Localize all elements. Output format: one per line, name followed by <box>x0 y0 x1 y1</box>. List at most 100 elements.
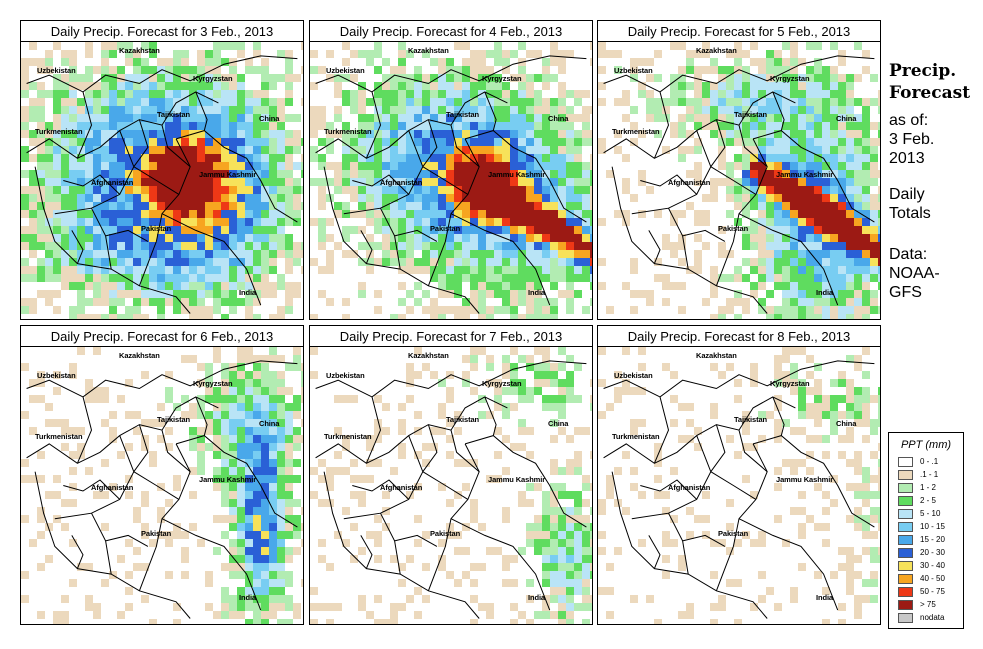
precip-cell <box>366 218 374 226</box>
precip-cell <box>582 427 590 435</box>
precip-cell <box>149 242 157 250</box>
precip-cell <box>245 531 253 539</box>
precip-cell <box>830 146 838 154</box>
precip-cell <box>646 595 654 603</box>
precip-cell <box>261 467 269 475</box>
precip-cell <box>334 90 342 98</box>
precip-cell <box>117 258 125 266</box>
precip-cell <box>862 98 870 106</box>
precip-cell <box>782 58 790 66</box>
precip-map <box>310 347 592 624</box>
precip-cell <box>686 507 694 515</box>
precip-cell <box>742 475 750 483</box>
precip-cell <box>173 298 181 306</box>
precip-cell <box>822 306 830 314</box>
precip-cell <box>141 146 149 154</box>
precip-cell <box>774 250 782 258</box>
precip-cell <box>462 234 470 242</box>
precip-cell <box>398 162 406 170</box>
precip-cell <box>237 90 245 98</box>
legend-title: PPT (mm) <box>900 439 952 451</box>
precip-cell <box>526 178 534 186</box>
precip-cell <box>550 98 558 106</box>
precip-cell <box>229 234 237 242</box>
precip-cell <box>269 483 277 491</box>
precip-cell <box>790 306 798 314</box>
precip-cell <box>21 66 29 74</box>
precip-cell <box>862 186 870 194</box>
precip-cell <box>125 242 133 250</box>
precip-cell <box>446 202 454 210</box>
precip-cell <box>398 178 406 186</box>
precip-cell <box>221 178 229 186</box>
precip-cell <box>310 371 318 379</box>
precip-cell <box>141 435 149 443</box>
precip-cell <box>558 146 566 154</box>
precip-cell <box>774 242 782 250</box>
precip-cell <box>406 122 414 130</box>
precip-cell <box>590 395 592 403</box>
precip-cell <box>766 234 774 242</box>
precip-cell <box>85 42 93 50</box>
precip-cell <box>261 274 269 282</box>
precip-cell <box>326 467 334 475</box>
precip-cell <box>662 571 670 579</box>
precip-cell <box>558 403 566 411</box>
precip-cell <box>502 274 510 282</box>
precip-cell <box>181 258 189 266</box>
precip-cell <box>189 242 197 250</box>
precip-cell <box>277 274 285 282</box>
precip-cell <box>45 178 53 186</box>
precip-cell <box>718 306 726 314</box>
precip-cell <box>205 306 213 314</box>
precip-cell <box>838 74 846 82</box>
precip-cell <box>221 603 229 611</box>
precip-cell <box>269 403 277 411</box>
precip-cell <box>838 258 846 266</box>
precip-cell <box>149 122 157 130</box>
precip-cell <box>173 475 181 483</box>
precip-cell <box>550 547 558 555</box>
precip-cell <box>53 122 61 130</box>
precip-cell <box>526 170 534 178</box>
country-label-afghanistan: Afghanistan <box>668 178 711 187</box>
precip-cell <box>862 282 870 290</box>
precip-cell <box>878 411 880 419</box>
precip-cell <box>662 363 670 371</box>
precip-cell <box>358 491 366 499</box>
precip-cell <box>846 587 854 595</box>
precip-cell <box>277 154 285 162</box>
precip-cell <box>582 499 590 507</box>
precip-cell <box>269 178 277 186</box>
precip-cell <box>814 266 822 274</box>
precip-cell <box>93 387 101 395</box>
precip-cell <box>798 194 806 202</box>
precip-cell <box>430 146 438 154</box>
precip-cell <box>814 290 822 298</box>
precip-cell <box>277 355 285 363</box>
precip-cell <box>542 250 550 258</box>
precip-cell <box>510 619 518 624</box>
precip-cell <box>21 459 29 467</box>
precip-cell <box>69 82 77 90</box>
precip-cell <box>398 202 406 210</box>
precip-cell <box>93 66 101 74</box>
precip-cell <box>189 146 197 154</box>
border-line <box>133 166 180 195</box>
precip-cell <box>382 146 390 154</box>
precip-cell <box>590 298 592 306</box>
precip-cell <box>173 226 181 234</box>
precip-cell <box>45 162 53 170</box>
precip-cell <box>221 595 229 603</box>
precip-cell <box>229 266 237 274</box>
precip-cell <box>109 82 117 90</box>
precip-cell <box>253 130 261 138</box>
precip-cell <box>694 178 702 186</box>
precip-cell <box>534 186 542 194</box>
precip-cell <box>318 234 326 242</box>
panel-title: Daily Precip. Forecast for 7 Feb., 2013 <box>310 326 592 347</box>
precip-cell <box>782 250 790 258</box>
precip-cell <box>670 210 678 218</box>
precip-cell <box>430 371 438 379</box>
precip-cell <box>237 371 245 379</box>
